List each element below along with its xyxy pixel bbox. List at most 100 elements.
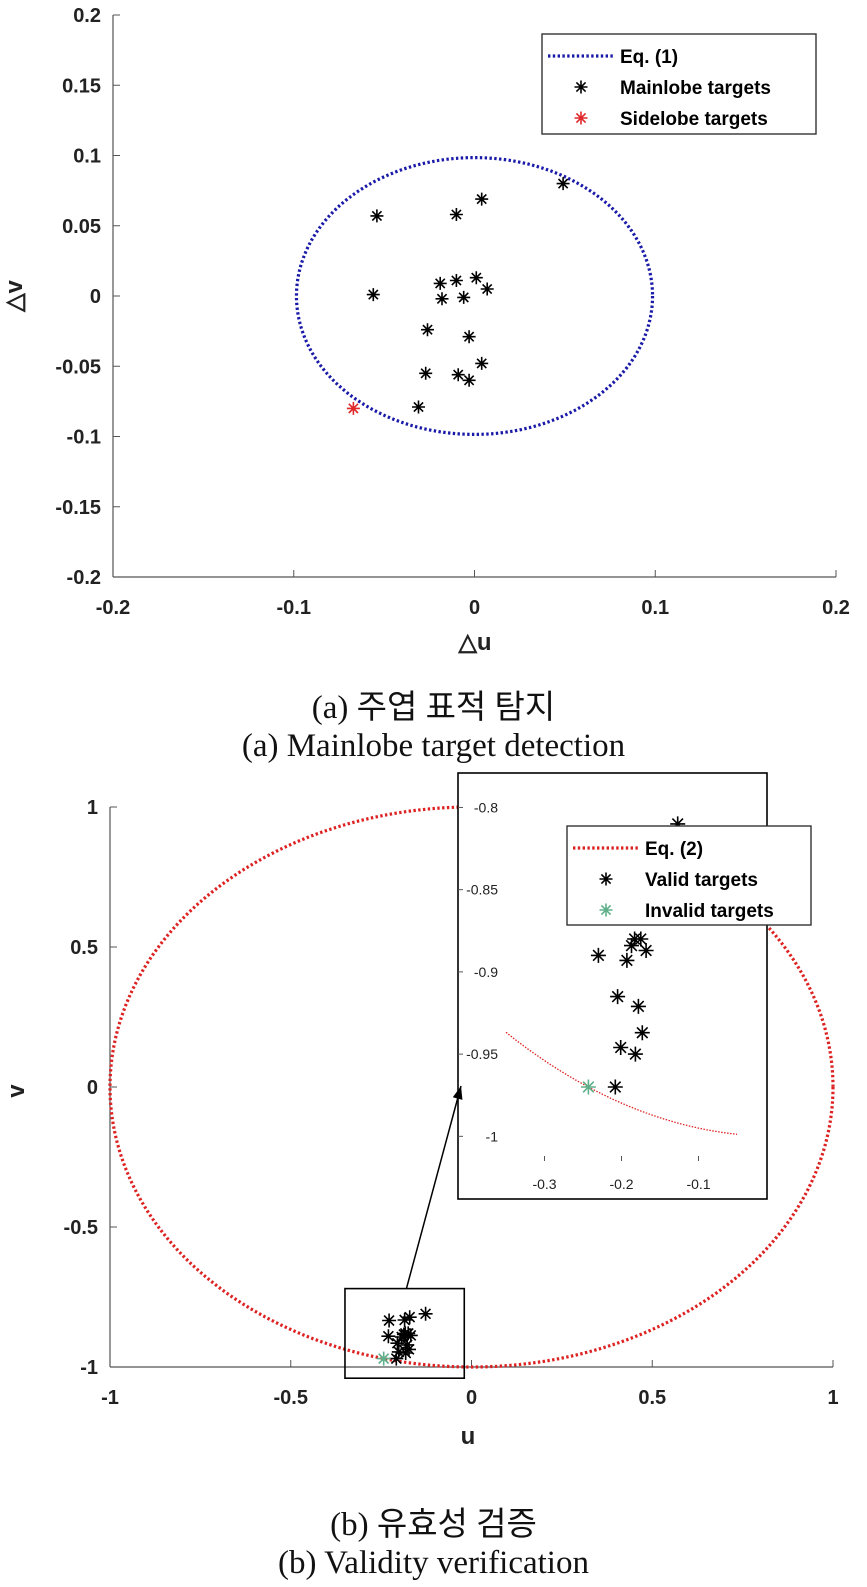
y-tick-label: -0.5 [64,1217,98,1239]
x-axis-label: △u [457,629,491,656]
legend-entry-label: Eq. (2) [645,839,703,860]
data-point [376,1351,391,1366]
y-tick-label: 0 [87,1077,98,1099]
inset-x-tick-label: -0.1 [686,1176,710,1192]
inset-y-tick-label: -1 [486,1128,499,1144]
data-point [389,1351,404,1366]
legend-box [541,33,817,135]
chart-b: -1 -0.5 0 0.5 1 1 0.5 0 -0.5 -1 u v -0.3 -0.2 -0.1 -0.8… [3,772,839,1450]
data-point [370,209,384,223]
inset-y-tick-label: -0.8 [474,799,498,815]
inset-x-tick-label: -0.2 [609,1176,633,1192]
data-point [412,400,425,414]
data-point [462,330,476,344]
y-tick-label: 1 [87,797,98,819]
data-point [449,274,463,287]
caption-a-korean: (a) 주엽 표적 탐지 [311,690,556,726]
chart-a: -0.2 -0.1 0 0.1 0.2 0.2 0.15 0.1 0.05 0 -0.05 -0.1 -… [1,5,850,656]
x-tick-label: 0.5 [638,1387,666,1409]
data-point [418,1306,433,1321]
data-point [381,1329,396,1344]
data-point [475,192,489,206]
y-axis-label: v [3,1084,30,1098]
x-tick-label: -0.2 [96,597,130,619]
caption-b-english: (b) Validity verification [278,1545,589,1581]
y-tick-label: 0.1 [73,146,101,168]
x-tick-label: 0.1 [641,597,669,619]
data-point [398,1326,413,1341]
legend-marker-swatch [574,80,588,94]
y-tick-label: -0.15 [55,497,101,519]
data-point [400,1337,415,1352]
zoom-arrow-head [452,1086,463,1100]
x-tick-label: -1 [101,1387,119,1409]
inset-data-point [630,998,646,1014]
legend-box [566,825,812,926]
data-point [480,282,494,296]
data-point [457,290,471,304]
y-tick-label: -0.2 [67,567,101,589]
data-point [390,1336,405,1351]
inset-y-tick-label: -0.9 [474,964,498,980]
y-tick-label: -0.05 [55,356,101,378]
data-point [475,356,489,370]
inset-data-point [624,938,639,954]
x-tick-label: 1 [827,1387,838,1409]
caption-a-english: (a) Mainlobe target detection [241,728,626,764]
y-tick-label: 0.05 [62,216,101,238]
data-point [421,323,434,337]
legend-entry-label: Mainlobe targets [620,78,771,99]
data-point [462,373,476,387]
data-point [366,288,380,302]
legend-marker-swatch [599,903,613,917]
legend: Eq. (1) Mainlobe targets Sidelobe targets [541,33,817,135]
legend-entry-label: Sidelobe targets [620,109,768,130]
inset-data-point [590,947,606,963]
y-tick-label: 0.15 [62,75,101,97]
data-point [398,1346,413,1360]
caption-b-korean: (b) 유효성 검증 [330,1507,537,1543]
data-point [469,271,483,285]
legend-marker-swatch [599,872,613,886]
legend: Eq. (2) Valid targets Invalid targets [566,825,812,926]
y-tick-label: -0.1 [67,427,101,449]
inset-data-point [610,989,626,1005]
data-point [556,177,570,191]
inset-data-point [580,1079,596,1095]
zoom-arrow-line [405,1085,462,1289]
data-point [435,292,449,306]
data-point [397,1313,412,1327]
x-tick-label: 0 [469,597,480,619]
inset-x-tick-label: -0.3 [532,1176,556,1192]
legend-entry-label: Eq. (1) [620,47,678,68]
inset-data-point [627,1046,643,1062]
data-point [419,366,433,380]
data-point [382,1313,397,1328]
x-tick-label: -0.1 [277,597,311,619]
data-point [402,1310,417,1325]
legend-entry-label: Invalid targets [645,901,774,922]
inset-data-point [670,816,686,832]
x-axis-label: u [461,1423,476,1450]
data-point [403,1328,418,1343]
data-point [449,208,463,221]
inset-eq-curve [505,1031,738,1135]
inset-data-point [607,1079,623,1095]
data-point [433,276,447,290]
x-tick-label: 0.2 [822,597,850,619]
inset-y-tick-label: -0.95 [466,1046,498,1062]
legend-entry-label: Valid targets [645,870,758,891]
y-tick-label: 0.5 [70,937,98,959]
inset-y-tick-label: -0.85 [466,882,498,898]
y-tick-label: 0 [90,286,101,308]
y-axis-label: △v [1,279,28,312]
data-point [451,368,465,382]
y-tick-label: 0.2 [73,5,101,27]
inset-data-point [627,931,643,947]
inset-data-point [638,943,654,958]
x-tick-label: -0.5 [274,1387,308,1409]
inset-data-point [634,1025,650,1041]
inset-data-point [613,1040,629,1055]
data-point [391,1344,406,1359]
